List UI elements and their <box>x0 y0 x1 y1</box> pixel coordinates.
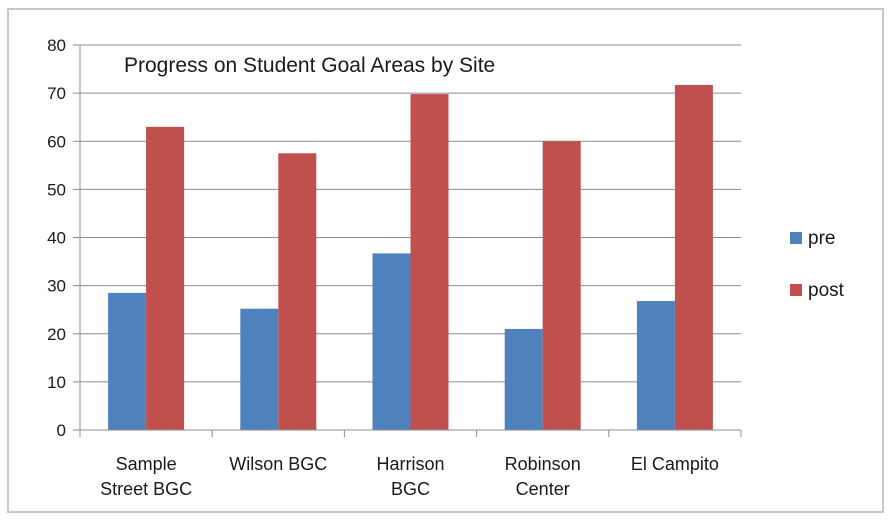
bar-post-0 <box>146 126 185 430</box>
bar-post-1 <box>278 153 317 430</box>
x-category-label: Sample Street BGC <box>100 454 192 499</box>
bar-pre-0 <box>108 292 147 430</box>
legend: pre post <box>790 228 845 301</box>
bar-pre-2 <box>372 253 411 430</box>
x-category-label: Harrison BGC <box>376 454 444 499</box>
legend-label-post: post <box>808 280 845 301</box>
x-category-label: Robinson Center <box>505 454 581 499</box>
x-category-label: Wilson BGC <box>229 454 327 474</box>
bar-pre-3 <box>504 328 543 430</box>
y-tick-label: 80 <box>47 36 66 55</box>
y-tick-label: 30 <box>47 277 66 296</box>
y-tick-label: 40 <box>47 229 66 248</box>
axes: 0 10 20 30 40 50 60 70 80 Sample Street BGC Wilson … <box>47 36 742 499</box>
y-tick-label: 50 <box>47 180 66 199</box>
y-tick-label: 20 <box>47 325 66 344</box>
y-tick-label: 60 <box>47 132 66 151</box>
bar-post-4 <box>674 84 713 430</box>
y-tick-label: 0 <box>57 421 66 440</box>
bars <box>108 84 713 431</box>
chart-title: Progress on Student Goal Areas by Site <box>124 54 495 77</box>
bar-post-2 <box>410 94 449 431</box>
y-tick-label: 10 <box>47 373 66 392</box>
legend-swatch-pre <box>790 232 802 244</box>
bar-pre-1 <box>240 308 279 430</box>
y-tick-label: 70 <box>47 84 66 103</box>
x-category-label: El Campito <box>631 454 719 474</box>
bar-pre-4 <box>636 301 675 430</box>
legend-label-pre: pre <box>808 228 835 249</box>
bar-post-3 <box>542 141 581 430</box>
legend-swatch-post <box>790 284 802 296</box>
